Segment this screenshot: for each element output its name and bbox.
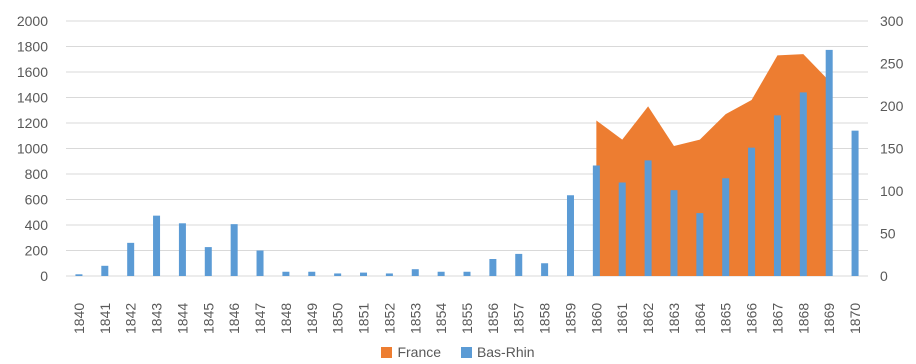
bar-bas-rhin-1863 [670,190,678,276]
y-left-tick-label: 0 [40,268,48,284]
y-left-tick-label: 1400 [17,90,48,106]
x-tick-label: 1846 [226,303,242,334]
y-left-tick-label: 1200 [17,115,48,131]
x-tick-label: 1869 [821,303,837,334]
chart-legend: France Bas-Rhin [0,344,916,360]
x-tick-label: 1842 [123,303,139,334]
x-tick-label: 1855 [459,303,475,334]
bar-bas-rhin-1854 [437,271,445,276]
bar-bas-rhin-1844 [178,223,186,276]
x-tick-label: 1862 [640,303,656,334]
y-right-tick-label: 200 [880,98,904,114]
x-tick-label: 1840 [71,303,87,334]
x-tick-label: 1859 [562,303,578,334]
x-tick-label: 1850 [330,303,346,334]
bar-bas-rhin-1865 [722,178,730,276]
bar-bas-rhin-1867 [773,115,781,276]
bar-bas-rhin-1856 [489,259,497,276]
x-tick-label: 1856 [485,303,501,334]
bar-bas-rhin-1852 [385,273,393,276]
bar-bas-rhin-1847 [256,250,264,276]
x-tick-label: 1867 [769,303,785,334]
x-tick-label: 1854 [433,303,449,334]
legend-item-bas-rhin[interactable]: Bas-Rhin [460,344,535,360]
bar-bas-rhin-1851 [360,272,368,276]
bar-bas-rhin-1868 [799,92,807,277]
legend-item-france[interactable]: France [381,344,441,360]
bar-bas-rhin-1840 [75,274,83,276]
legend-label-france: France [397,344,442,360]
bar-bas-rhin-1848 [282,271,290,276]
x-tick-label: 1870 [847,303,863,334]
x-tick-label: 1841 [97,303,113,334]
bar-bas-rhin-1870 [851,130,859,276]
x-tick-label: 1853 [407,303,423,334]
bar-bas-rhin-1860 [592,165,600,276]
x-tick-label: 1864 [692,303,708,334]
x-tick-label: 1847 [252,303,268,334]
bar-bas-rhin-1843 [153,215,161,276]
legend-swatch-bas-rhin [460,347,472,358]
y-left-tick-label: 1800 [17,39,48,55]
series-area-france [596,54,830,277]
bar-bas-rhin-1859 [566,195,574,276]
bar-bas-rhin-1850 [334,273,342,276]
x-tick-label: 1866 [744,303,760,334]
y-left-tick-label: 200 [25,243,49,259]
bar-bas-rhin-1861 [618,182,626,276]
bar-bas-rhin-1857 [515,253,523,276]
bar-bas-rhin-1849 [308,271,316,276]
x-tick-label: 1860 [588,303,604,334]
x-tick-label: 1861 [614,303,630,334]
bar-bas-rhin-1858 [541,263,549,276]
bar-bas-rhin-1845 [204,247,212,276]
bar-bas-rhin-1846 [230,224,238,276]
y-right-tick-label: 50 [880,226,896,242]
bar-bas-rhin-1853 [411,269,419,276]
bar-bas-rhin-1842 [127,242,135,276]
bar-bas-rhin-1869 [825,49,833,277]
y-left-tick-label: 1000 [17,141,48,157]
x-tick-label: 1868 [795,303,811,334]
y-right-tick-label: 100 [880,183,904,199]
x-tick-label: 1858 [537,303,553,334]
legend-swatch-france [381,347,393,358]
bar-bas-rhin-1864 [696,213,704,276]
y-left-tick-label: 600 [25,192,49,208]
y-right-tick-label: 300 [880,13,904,29]
y-left-tick-label: 1600 [17,64,48,80]
x-tick-label: 1851 [356,303,372,334]
x-tick-label: 1848 [278,303,294,334]
legend-label-bas-rhin: Bas-Rhin [476,344,535,360]
x-tick-label: 1863 [666,303,682,334]
y-left-tick-label: 400 [25,217,49,233]
bar-bas-rhin-1862 [644,160,652,276]
y-left-tick-label: 2000 [17,13,48,29]
bar-bas-rhin-1866 [748,147,756,276]
x-tick-label: 1857 [511,303,527,334]
y-right-tick-label: 250 [880,56,904,72]
bar-bas-rhin-1841 [101,265,109,276]
y-right-tick-label: 0 [880,268,888,284]
x-tick-label: 1843 [149,303,165,334]
bar-bas-rhin-1855 [463,271,471,276]
x-tick-label: 1845 [200,303,216,334]
x-tick-label: 1852 [381,303,397,334]
y-left-tick-label: 800 [25,166,49,182]
x-tick-label: 1849 [304,303,320,334]
x-tick-label: 1844 [174,303,190,334]
x-tick-label: 1865 [718,303,734,334]
y-right-tick-label: 150 [880,141,904,157]
